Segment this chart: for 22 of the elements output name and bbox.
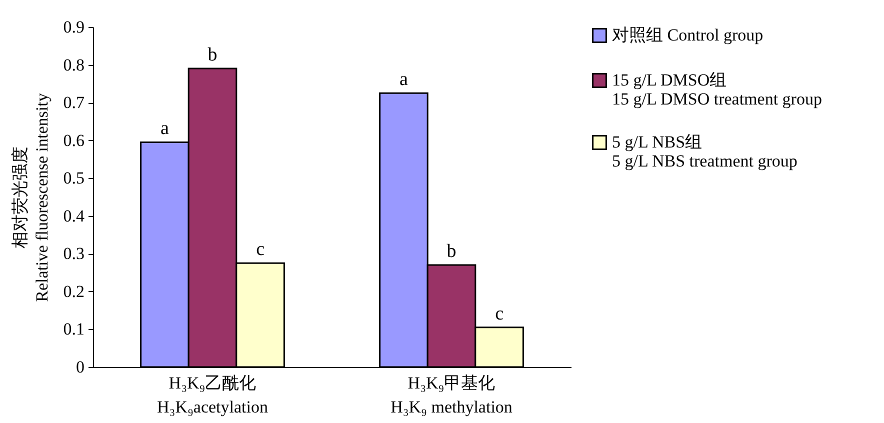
y-tick-label: 0.8 bbox=[63, 55, 84, 74]
y-tick-label: 0.5 bbox=[63, 168, 84, 188]
legend-label: 15 g/L DMSO组 15 g/L DMSO treatment group bbox=[612, 70, 822, 108]
y-tick-label: 0 bbox=[76, 358, 84, 376]
x-tick-label: H₃K₉甲基化 H₃K₉ methylation bbox=[390, 374, 513, 416]
y-tick-label: 0.7 bbox=[63, 93, 85, 112]
annotation: b bbox=[208, 44, 218, 66]
annotation: c bbox=[495, 303, 504, 324]
annotation: a bbox=[399, 69, 408, 90]
legend-label: 5 g/L NBS组 5 g/L NBS treatment group bbox=[612, 132, 798, 170]
annotation: c bbox=[256, 239, 265, 260]
x-tick-label: H₃K₉乙酰化 H₃K₉acetylation bbox=[157, 374, 268, 416]
annotation: a bbox=[160, 118, 170, 140]
annotation: b bbox=[446, 241, 456, 262]
legend-label: 对照组 Control group bbox=[612, 26, 764, 44]
y-axis-title: 相对荧光强度 Relative fluorescense intensity bbox=[10, 92, 52, 302]
y-tick-label: 0.1 bbox=[63, 320, 84, 339]
y-tick-label: 0.9 bbox=[63, 18, 84, 36]
y-tick-label: 0.4 bbox=[63, 206, 85, 226]
y-tick-label: 0.6 bbox=[63, 130, 84, 150]
y-tick-label: 0.3 bbox=[63, 244, 84, 264]
y-tick-label: 0.2 bbox=[63, 282, 84, 301]
